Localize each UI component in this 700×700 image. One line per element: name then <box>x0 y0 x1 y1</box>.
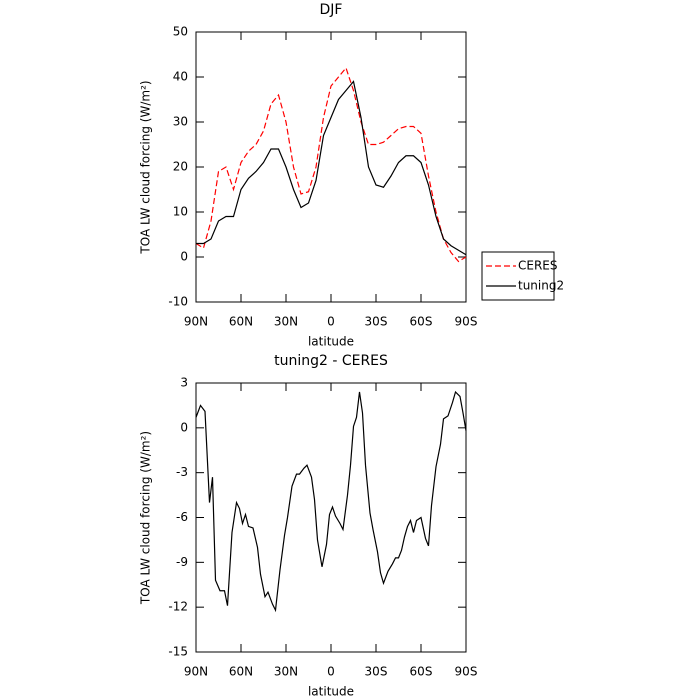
y-tick-label: -6 <box>176 510 188 524</box>
x-tick-label: 90N <box>184 665 208 679</box>
y-tick-label: -10 <box>168 295 188 309</box>
x-tick-label: 90N <box>184 315 208 329</box>
x-tick-label: 60N <box>229 665 253 679</box>
x-tick-label: 30S <box>365 665 388 679</box>
y-axis-label: TOA LW cloud forcing (W/m²) <box>139 431 153 605</box>
x-tick-label: 30N <box>274 315 298 329</box>
y-tick-label: 10 <box>173 205 188 219</box>
y-tick-label: 0 <box>180 420 188 434</box>
line-series <box>196 80 467 256</box>
y-axis-label: TOA LW cloud forcing (W/m²) <box>139 80 153 254</box>
y-tick-label: 40 <box>173 70 188 84</box>
x-axis-label: latitude <box>308 685 354 699</box>
y-tick-label: -9 <box>176 555 188 569</box>
x-tick-label: 0 <box>327 665 335 679</box>
y-tick-label: 30 <box>173 115 188 129</box>
y-tick-label: 20 <box>173 160 188 174</box>
line-series <box>195 390 467 613</box>
y-tick-label: 50 <box>173 25 188 39</box>
legend-box <box>481 251 555 301</box>
legend-label: CERES <box>518 259 558 273</box>
plot-frame <box>195 31 467 303</box>
plot-frame <box>195 382 467 653</box>
x-tick-label: 30S <box>365 315 388 329</box>
x-tick-label: 60S <box>410 665 433 679</box>
y-tick-label: 0 <box>180 250 188 264</box>
x-tick-label: 0 <box>327 315 335 329</box>
legend-label: tuning2 <box>518 279 564 293</box>
chart-title: DJF <box>320 2 343 18</box>
x-tick-label: 90S <box>455 665 478 679</box>
x-tick-label: 90S <box>455 315 478 329</box>
line-series <box>195 66 467 263</box>
x-axis-label: latitude <box>308 335 354 349</box>
x-tick-label: 60N <box>229 315 253 329</box>
y-tick-label: -12 <box>168 600 188 614</box>
y-tick-label: 3 <box>180 376 188 390</box>
x-tick-label: 30N <box>274 665 298 679</box>
x-tick-label: 60S <box>410 315 433 329</box>
y-tick-label: -3 <box>176 465 188 479</box>
chart-title: tuning2 - CERES <box>274 353 388 369</box>
y-tick-label: -15 <box>168 645 188 659</box>
